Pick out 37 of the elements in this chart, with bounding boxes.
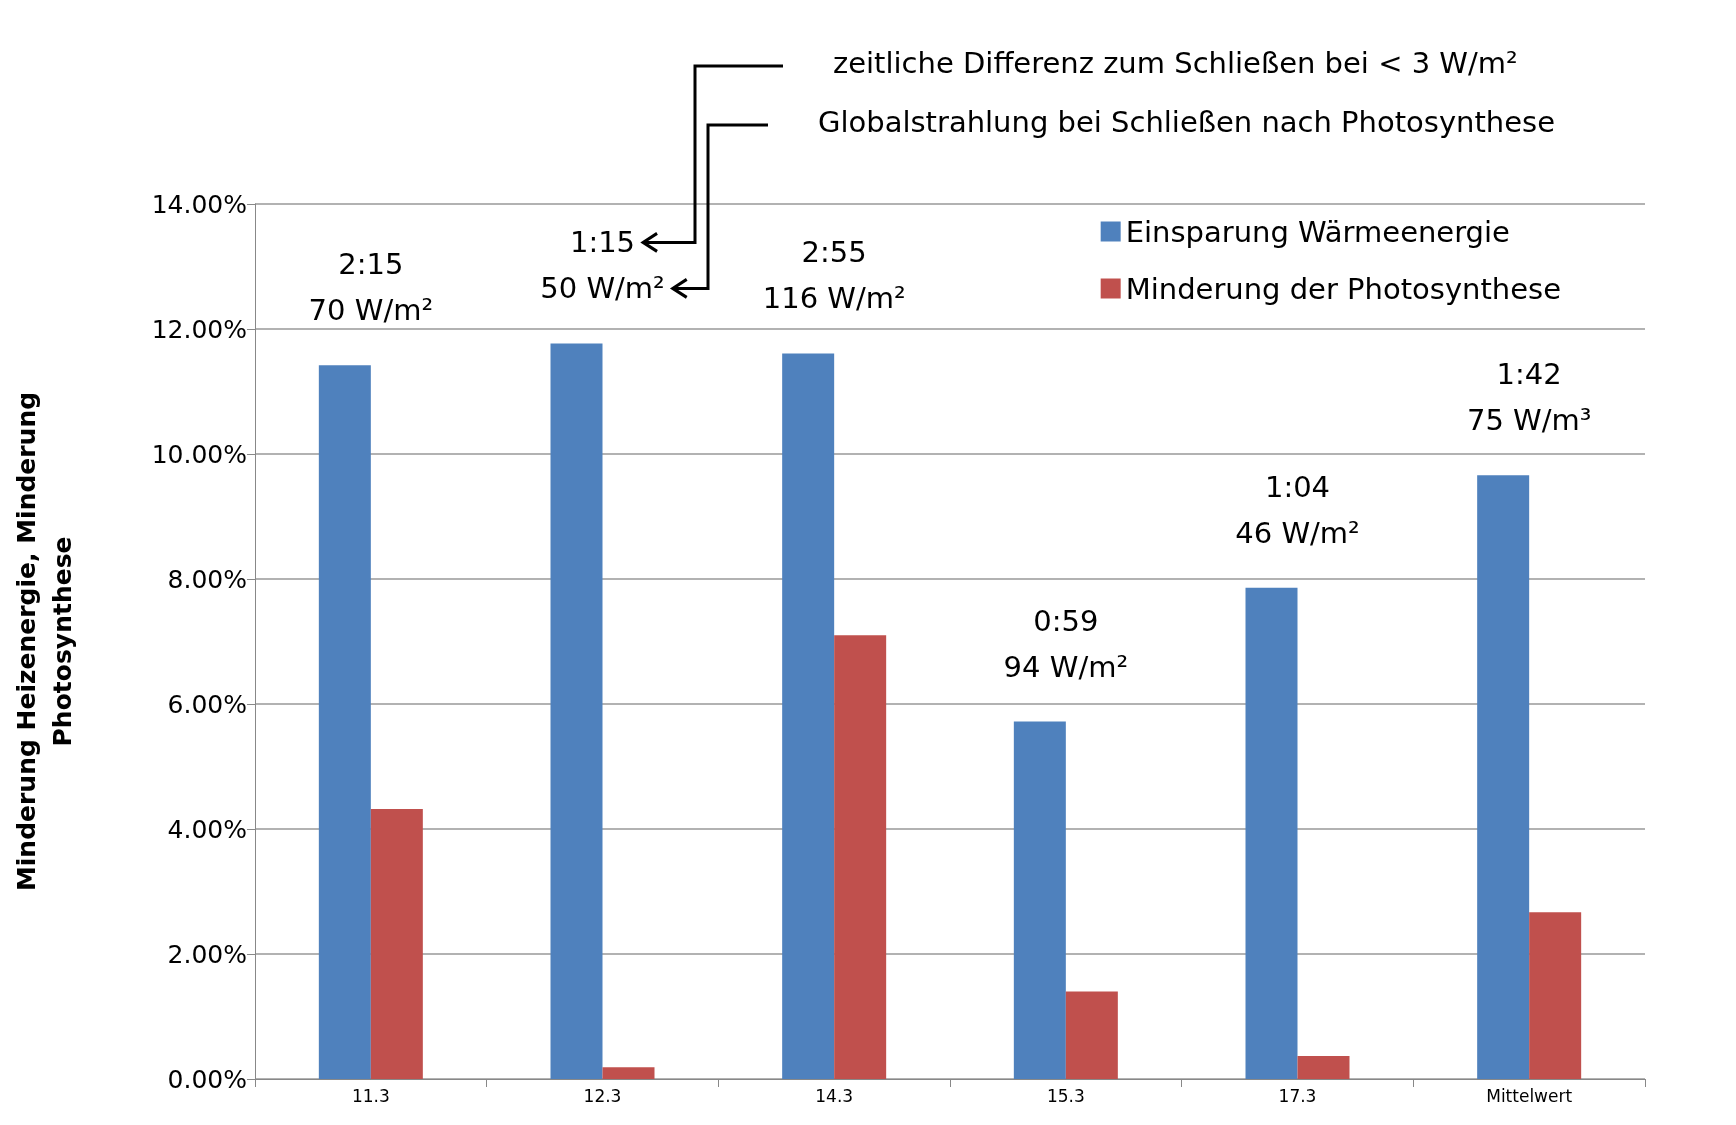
x-tick-label: 17.3 [1278, 1085, 1317, 1106]
bar [1477, 475, 1530, 1079]
bar [782, 353, 835, 1079]
x-tick-label: 15.3 [1046, 1085, 1085, 1106]
y-tick-label: 8.00% [167, 564, 247, 594]
annotation: 1:04 46 W/m² [1235, 469, 1360, 550]
x-tick-label: 11.3 [351, 1085, 390, 1106]
y-tick-label: 12.00% [151, 314, 247, 344]
x-tick-label: Mittelwert [1486, 1085, 1573, 1106]
bar [370, 809, 423, 1079]
annotation: 2:55 116 W/m² [762, 235, 906, 316]
y-tick-label: 4.00% [167, 814, 247, 844]
y-tick-label: 2.00% [167, 939, 247, 969]
annotation: 1:42 75 W/m³ [1466, 357, 1592, 438]
bar [550, 343, 603, 1079]
legend-label: Einsparung Wärmeenergie [1125, 214, 1510, 249]
annotation: 1:15 50 W/m² [540, 225, 665, 306]
y-tick-label: 6.00% [167, 689, 247, 719]
text: zeitliche Differenz zum Schließen bei < 3 W/m² [833, 46, 1518, 80]
bar [1013, 721, 1066, 1079]
annotation: 2:15 70 W/m² [308, 247, 434, 328]
annotation: 0:59 94 W/m² [1003, 603, 1129, 684]
bar [1245, 587, 1298, 1079]
bar [602, 1067, 655, 1079]
y-axis-title: Minderung Heizenergie, Minderung Photosynthese [11, 391, 77, 892]
x-tick-label: 12.3 [583, 1085, 622, 1106]
y-tick-label: 10.00% [151, 439, 247, 469]
bar [318, 365, 371, 1079]
y-tick-label: 0.00% [167, 1064, 247, 1094]
bar [1065, 991, 1118, 1079]
bar [1529, 912, 1582, 1079]
text: Globalstrahlung bei Schließen nach Photosynthese [818, 105, 1556, 139]
bar [1297, 1055, 1350, 1079]
x-tick-label: 14.3 [815, 1085, 854, 1106]
bar [834, 635, 887, 1079]
y-tick-label: 14.00% [151, 189, 247, 219]
legend-label: Minderung der Photosynthese [1125, 271, 1561, 306]
